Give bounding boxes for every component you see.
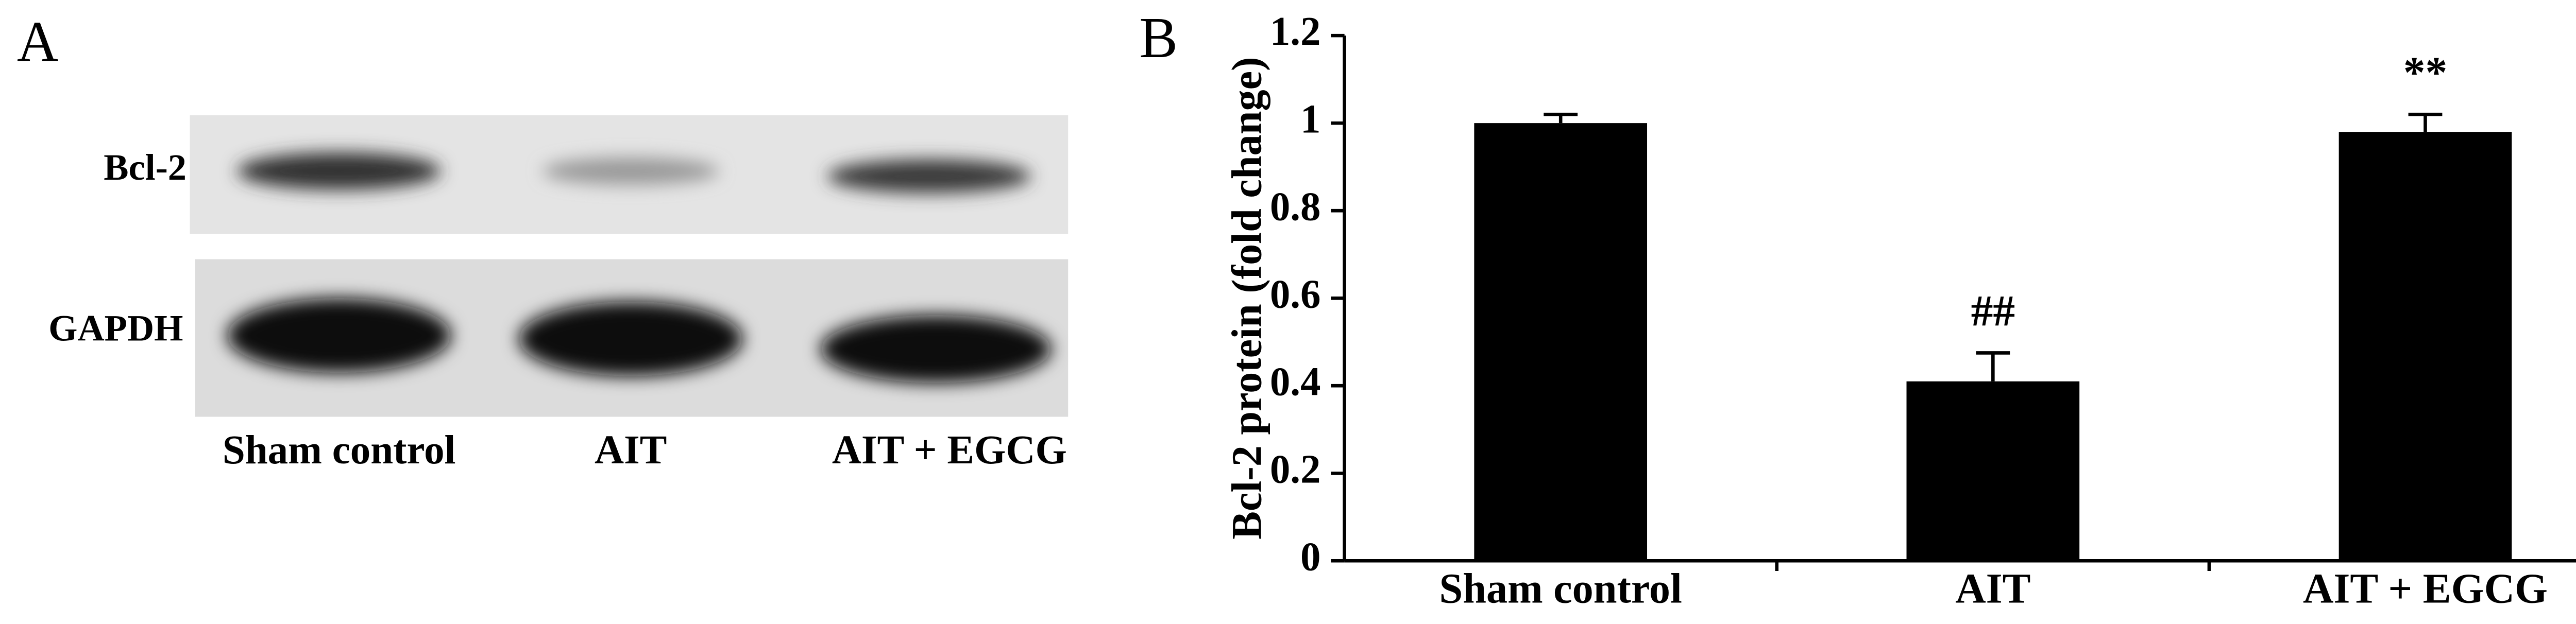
y-tick-label: 1.2: [1270, 9, 1321, 54]
bar: [2338, 132, 2512, 561]
blot-row-label: Bcl-2: [104, 146, 187, 188]
y-tick-label: 1: [1300, 97, 1320, 142]
x-tick-label: Sham control: [1439, 565, 1682, 612]
y-axis-label: Bcl-2 protein (fold change): [1223, 57, 1270, 539]
blot-row-label: GAPDH: [48, 307, 183, 349]
x-tick-label: AIT: [1955, 565, 2030, 612]
bar: [1474, 123, 1648, 561]
error-bar: [1544, 112, 1578, 124]
y-tick-label: 0.2: [1270, 447, 1321, 492]
error-bar: [2408, 112, 2443, 132]
y-tick-label: 0.4: [1270, 359, 1321, 404]
error-bar: [1976, 351, 2010, 382]
y-tick-label: 0.8: [1270, 184, 1321, 229]
blot-lane-label: Sham control: [223, 428, 456, 473]
y-tick-label: 0: [1300, 534, 1320, 579]
panel-label: B: [1139, 6, 1178, 70]
blot-lane-label: AIT: [595, 428, 667, 473]
annotation: **: [2403, 48, 2448, 97]
bar: [1906, 381, 2080, 561]
panel-label: A: [17, 10, 59, 74]
x-tick-label: AIT + EGCG: [2303, 565, 2548, 612]
blot-bands: [227, 152, 1052, 383]
blot-lane-label: AIT + EGCG: [832, 428, 1067, 473]
annotation: ##: [1971, 287, 2015, 336]
y-tick-label: 0.6: [1270, 272, 1321, 317]
